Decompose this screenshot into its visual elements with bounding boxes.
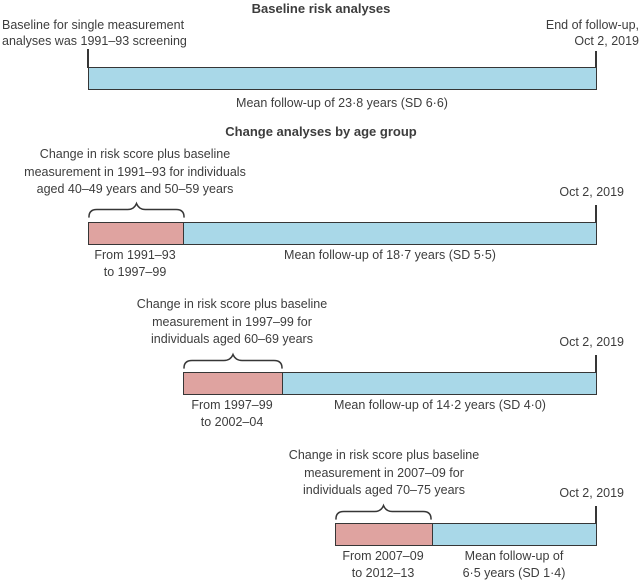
timeline-bar-group1	[88, 222, 597, 245]
note-line: Baseline for single measurement	[2, 18, 185, 32]
timeline-bar-baseline	[88, 67, 597, 90]
timeline-bar-group2	[183, 372, 597, 395]
bar-segment-change-period	[89, 223, 184, 244]
baseline-left-note: Baseline for single measurement analyses…	[2, 17, 187, 49]
end-tick	[595, 51, 597, 68]
label-line: 6·5 years (SD 1·4)	[462, 566, 566, 580]
group3-annotation: Change in risk score plus baseline measu…	[264, 447, 504, 500]
annotation-line: individuals aged 60–69 years	[151, 332, 313, 346]
annotation-line: measurement in 1991–93 for individuals	[24, 164, 246, 179]
end-tick	[595, 205, 597, 223]
group2-annotation: Change in risk score plus baseline measu…	[112, 296, 352, 349]
label-line: From 1997–99	[191, 398, 273, 412]
label-line: From 1991–93	[94, 248, 176, 262]
annotation-line: individuals aged 70–75 years	[303, 483, 465, 497]
end-tick	[595, 506, 597, 524]
annotation-line: measurement in 2007–09 for	[304, 465, 464, 480]
baseline-followup-caption: Mean follow-up of 23·8 years (SD 6·6)	[236, 96, 448, 110]
group3-followup-label: Mean follow-up of 6·5 years (SD 1·4)	[389, 548, 639, 582]
note-line: Oct 2, 2019	[574, 34, 639, 48]
label-line: From 2007–09	[342, 549, 424, 563]
group1-followup-label: Mean follow-up of 18·7 years (SD 5·5)	[240, 247, 540, 264]
section-title-baseline: Baseline risk analyses	[251, 1, 391, 16]
note-line: End of follow-up,	[545, 18, 639, 32]
group2-followup-label: Mean follow-up of 14·2 years (SD 4·0)	[290, 397, 590, 414]
start-tick	[87, 49, 89, 68]
note-line: analyses was 1991–93 screening	[2, 34, 187, 48]
annotation-line: measurement in 1997–99 for	[152, 314, 312, 329]
group1-end-date: Oct 2, 2019	[559, 185, 624, 199]
label-line: Mean follow-up of 14·2 years (SD 4·0)	[334, 398, 546, 412]
annotation-line: Change in risk score plus baseline	[136, 297, 328, 311]
label-line: to 2002–04	[200, 415, 264, 429]
annotation-line: aged 40–49 years and 50–59 years	[36, 182, 234, 196]
label-line: to 2012–13	[351, 566, 415, 580]
label-line: Mean follow-up of	[464, 549, 564, 563]
group3-end-date: Oct 2, 2019	[559, 486, 624, 500]
bar-segment-change-period	[184, 373, 283, 394]
baseline-right-note: End of follow-up, Oct 2, 2019	[546, 17, 639, 49]
group3-change-period-label: From 2007–09 to 2012–13	[283, 548, 483, 582]
curly-brace-icon	[88, 202, 185, 218]
section-title-change: Change analyses by age group	[225, 124, 417, 139]
annotation-line: Change in risk score plus baseline	[39, 147, 231, 161]
group2-change-period-label: From 1997–99 to 2002–04	[132, 397, 332, 431]
group2-end-date: Oct 2, 2019	[559, 335, 624, 349]
end-tick	[595, 355, 597, 373]
bar-segment-change-period	[336, 524, 433, 545]
group1-change-period-label: From 1991–93 to 1997–99	[35, 247, 235, 281]
label-line: Mean follow-up of 18·7 years (SD 5·5)	[284, 248, 496, 262]
annotation-line: Change in risk score plus baseline	[288, 448, 480, 462]
label-line: to 1997–99	[103, 265, 167, 279]
curly-brace-icon	[183, 353, 283, 369]
group1-annotation: Change in risk score plus baseline measu…	[15, 146, 255, 199]
timeline-bar-group3	[335, 523, 597, 546]
curly-brace-icon	[335, 504, 432, 520]
